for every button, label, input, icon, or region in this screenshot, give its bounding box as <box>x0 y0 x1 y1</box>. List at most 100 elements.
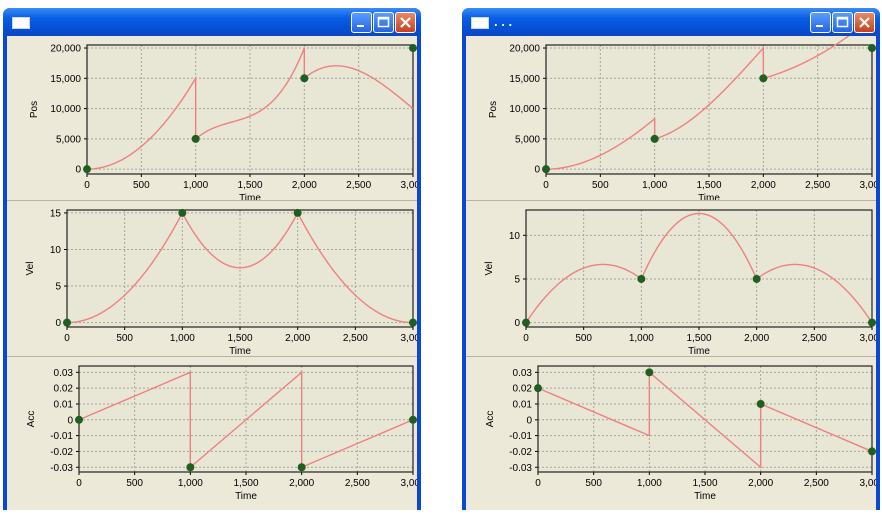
y-tick-label: 0 <box>534 165 540 176</box>
x-tick-label: 0 <box>535 478 541 489</box>
x-tick-label: 2,500 <box>804 478 829 489</box>
app-icon <box>471 17 489 29</box>
series-line <box>66 211 414 324</box>
x-tick-label: 0 <box>543 180 549 191</box>
title-bar[interactable]: . . . <box>462 8 880 36</box>
y-tick-label: -0.02 <box>50 447 73 458</box>
y-tick-label: 15,000 <box>509 74 540 85</box>
x-tick-label: 1,500 <box>692 478 717 489</box>
position-chart: 0 500 1,000 1,500 2,000 2,500 3,000 0 5,000 10,00… <box>29 44 426 204</box>
x-tick-label: 2,500 <box>805 180 830 191</box>
x-tick-label: 2,000 <box>285 333 310 344</box>
y-tick-label: 5,000 <box>515 134 540 145</box>
maximize-button[interactable] <box>832 12 853 33</box>
x-axis-label: Time <box>694 491 716 502</box>
plot-frame <box>86 44 414 175</box>
acceleration-chart: 0 500 1,000 1,500 2,000 2,500 3,000 -0.03 -0.02 -… <box>485 365 882 502</box>
x-tick-label: 2,500 <box>345 478 370 489</box>
x-tick-label: 3,000 <box>859 180 876 191</box>
x-tick-label: 500 <box>116 333 133 344</box>
control-point <box>650 134 659 143</box>
y-tick-label: -0.03 <box>509 463 532 474</box>
y-axis-label: Pos <box>29 101 40 118</box>
control-point <box>409 318 417 327</box>
y-axis-label: Acc <box>485 411 496 428</box>
series-line <box>545 17 873 170</box>
control-point <box>756 399 765 408</box>
y-tick-label: 15 <box>50 208 62 219</box>
title-bar[interactable] <box>3 8 421 36</box>
x-tick-label: 3,000 <box>400 180 417 191</box>
control-point <box>293 208 302 217</box>
velocity-chart: 0 500 1,000 1,500 2,000 2,500 3,000 0 5 10 15 Time V… <box>25 208 426 357</box>
control-point <box>868 44 876 53</box>
x-axis-label: Time <box>229 346 251 356</box>
control-point <box>752 274 761 283</box>
maximize-button[interactable] <box>373 12 394 33</box>
x-tick-label: 1,500 <box>686 333 711 344</box>
y-tick-label: -0.01 <box>50 431 73 442</box>
y-tick-label: 0 <box>514 318 520 329</box>
x-tick-label: 500 <box>592 180 609 191</box>
x-tick-label: 500 <box>126 478 143 489</box>
control-point <box>300 74 309 83</box>
control-point <box>534 384 542 393</box>
x-tick-label: 2,500 <box>346 180 371 191</box>
x-tick-label: 1,500 <box>233 478 258 489</box>
y-axis-label: Vel <box>25 262 36 276</box>
x-tick-label: 1,500 <box>696 180 721 191</box>
x-tick-label: 500 <box>133 180 150 191</box>
y-tick-label: 5 <box>55 282 61 293</box>
minimize-icon <box>357 25 364 27</box>
close-icon <box>400 17 411 28</box>
close-button[interactable] <box>854 12 875 33</box>
x-tick-label: 1,000 <box>170 333 195 344</box>
control-point <box>522 318 530 327</box>
y-tick-label: 10 <box>50 245 62 256</box>
y-tick-label: 0.02 <box>513 384 533 395</box>
y-tick-label: 0 <box>67 415 73 426</box>
x-tick-label: 1,000 <box>637 478 662 489</box>
x-tick-label: 2,000 <box>289 478 314 489</box>
y-tick-label: 0.01 <box>54 399 74 410</box>
x-tick-label: 1,000 <box>642 180 667 191</box>
y-tick-label: -0.02 <box>509 447 532 458</box>
control-point <box>645 368 654 377</box>
window-client: 05001,0001,5002,0002,5003,00005,00010,00… <box>466 17 882 510</box>
control-point <box>409 44 417 53</box>
y-tick-label: 0 <box>75 165 81 176</box>
control-point <box>186 463 195 472</box>
x-tick-label: 1,000 <box>183 180 208 191</box>
x-tick-label: 0 <box>84 180 90 191</box>
y-tick-label: 20,000 <box>509 44 540 55</box>
series-line <box>525 212 873 324</box>
maximize-icon <box>377 16 390 28</box>
minimize-button[interactable] <box>351 12 372 33</box>
x-tick-label: 3,000 <box>400 478 417 489</box>
y-axis-label: Acc <box>26 411 37 428</box>
x-tick-label: 3,000 <box>859 333 876 344</box>
x-tick-label: 2,000 <box>748 478 773 489</box>
y-tick-label: 0.01 <box>513 399 533 410</box>
plot-frame <box>537 365 873 473</box>
y-tick-label: 10 <box>509 231 521 242</box>
minimize-button[interactable] <box>810 12 831 33</box>
position-panel: 0 500 1,000 1,500 2,000 2,500 3,000 0 5,000 10,00… <box>7 36 426 204</box>
x-axis-label: Time <box>239 193 261 200</box>
x-tick-label: 3,000 <box>859 478 876 489</box>
y-axis-label: Pos <box>488 101 499 118</box>
y-tick-label: 5 <box>514 274 520 285</box>
window-title: . . . <box>494 14 513 29</box>
control-point <box>759 74 768 83</box>
close-button[interactable] <box>395 12 416 33</box>
control-point <box>178 208 187 217</box>
x-tick-label: 500 <box>585 478 602 489</box>
window-left: 05001,0001,5002,0002,5003,00005,00010,00… <box>3 8 426 510</box>
y-tick-label: 0.02 <box>54 384 74 395</box>
plot-frame <box>525 209 873 328</box>
x-tick-label: 1,500 <box>227 333 252 344</box>
x-axis-label: Time <box>698 193 720 200</box>
y-tick-label: 0 <box>526 415 532 426</box>
x-tick-label: 500 <box>575 333 592 344</box>
close-icon <box>859 17 870 28</box>
